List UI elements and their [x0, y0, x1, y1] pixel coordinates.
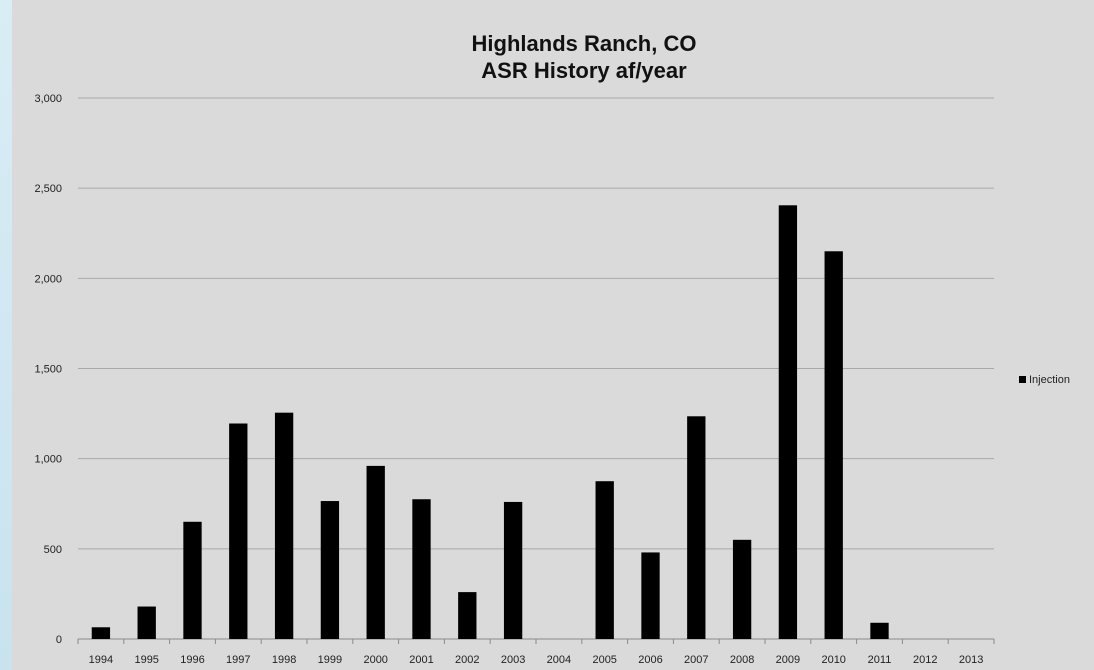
bars [91, 205, 889, 640]
bar-1997 [229, 423, 248, 639]
bar-chart: 0 500 1,000 1,500 2,000 2,500 3,000 1994 1995 199… [34, 31, 1070, 666]
bar-2011 [870, 622, 889, 639]
x-tick-label: 1995 [134, 654, 158, 666]
x-tick-label: 2004 [547, 654, 571, 666]
chart-title-line-2: ASR History af/year [481, 58, 687, 83]
legend-label-injection: Injection [1029, 374, 1070, 386]
x-tick-label: 2011 [868, 654, 892, 666]
x-tick-label: 2012 [913, 654, 937, 666]
chart-title-line-1: Highlands Ranch, CO [472, 31, 697, 56]
bar-2009 [778, 205, 798, 639]
bar-1996 [183, 521, 202, 639]
bar-2001 [412, 499, 431, 639]
axes [77, 638, 995, 644]
legend: Injection [1019, 374, 1070, 386]
x-tick-label: 2005 [592, 654, 616, 666]
x-tick-label: 2000 [363, 654, 387, 666]
x-tick-label: 2009 [776, 654, 800, 666]
y-tick-label: 1,000 [34, 454, 62, 466]
bar-2008 [732, 539, 752, 639]
bar-2002 [458, 592, 477, 639]
x-tick-label: 2002 [455, 654, 479, 666]
x-tick-label: 1994 [89, 654, 113, 666]
y-tick-label: 2,000 [34, 273, 62, 285]
x-tick-label: 1999 [318, 654, 342, 666]
x-tick-label: 2006 [638, 654, 662, 666]
x-tick-label: 2003 [501, 654, 525, 666]
y-tick-label: 0 [56, 634, 62, 646]
x-tick-label: 1996 [180, 654, 204, 666]
x-tick-label: 2010 [821, 654, 845, 666]
bar-2007 [687, 416, 706, 639]
y-tick-label: 500 [44, 544, 62, 556]
x-tick-label: 2013 [959, 654, 983, 666]
tick-labels: 0 500 1,000 1,500 2,000 2,500 3,000 1994 1995 199… [34, 93, 983, 666]
y-tick-label: 1,500 [34, 364, 62, 376]
x-tick-label: 1997 [226, 654, 250, 666]
y-tick-label: 2,500 [34, 183, 62, 195]
bar-1995 [137, 606, 156, 639]
chart-title: Highlands Ranch, CO ASR History af/year [472, 31, 697, 83]
bar-2000 [366, 465, 385, 639]
legend-swatch [1019, 376, 1026, 383]
x-tick-label: 2001 [409, 654, 433, 666]
bar-2003 [503, 501, 523, 639]
y-tick-label: 3,000 [34, 93, 62, 105]
x-tick-label: 1998 [272, 654, 296, 666]
bar-1998 [274, 412, 294, 639]
chart-panel: 0 500 1,000 1,500 2,000 2,500 3,000 1994 1995 199… [12, 0, 1094, 670]
bar-2005 [595, 481, 614, 639]
bar-2010 [824, 251, 843, 640]
bar-1994 [91, 627, 111, 639]
gridlines [78, 97, 994, 550]
bar-1999 [320, 501, 340, 639]
x-tick-label: 2008 [730, 654, 754, 666]
x-tick-label: 2007 [684, 654, 708, 666]
bar-2006 [641, 552, 660, 639]
